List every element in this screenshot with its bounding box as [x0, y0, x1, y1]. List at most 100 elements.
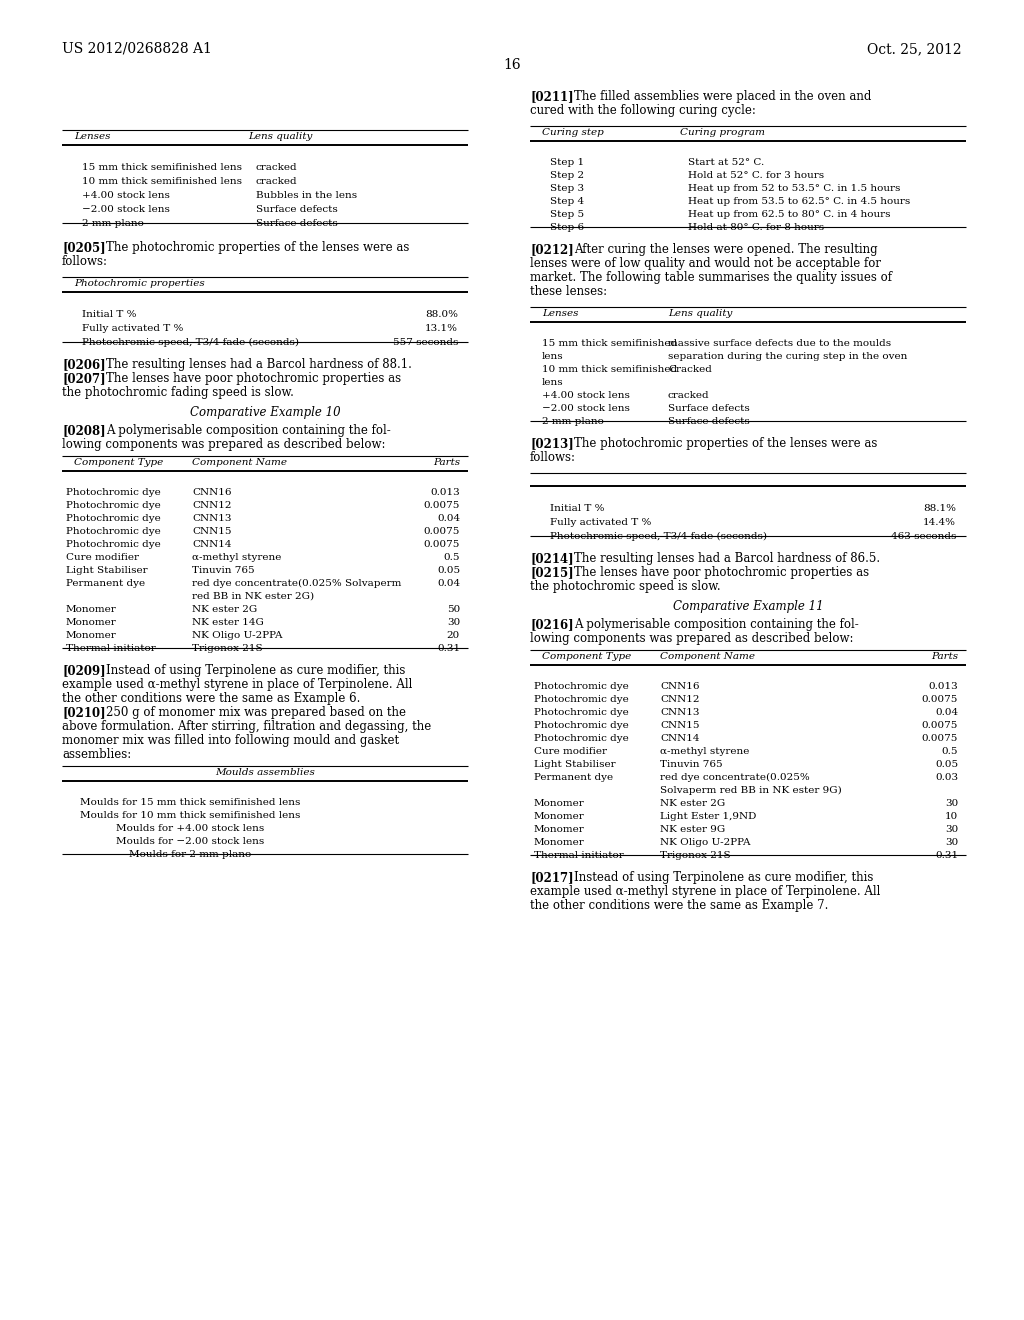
Text: Monomer: Monomer	[534, 838, 585, 847]
Text: Light Stabiliser: Light Stabiliser	[66, 566, 147, 576]
Text: Component Type: Component Type	[542, 652, 631, 661]
Text: 0.5: 0.5	[941, 747, 958, 756]
Text: the photochromic fading speed is slow.: the photochromic fading speed is slow.	[62, 385, 294, 399]
Text: 13.1%: 13.1%	[425, 323, 458, 333]
Text: example used α-methyl styrene in place of Terpinolene. All: example used α-methyl styrene in place o…	[530, 884, 881, 898]
Text: cracked: cracked	[256, 177, 298, 186]
Text: Initial T %: Initial T %	[550, 504, 604, 513]
Text: NK ester 2G: NK ester 2G	[660, 799, 725, 808]
Text: 2 mm plano: 2 mm plano	[542, 417, 604, 426]
Text: above formulation. After stirring, filtration and degassing, the: above formulation. After stirring, filtr…	[62, 719, 431, 733]
Text: assemblies:: assemblies:	[62, 748, 131, 762]
Text: Tinuvin 765: Tinuvin 765	[193, 566, 255, 576]
Text: CNN16: CNN16	[193, 488, 231, 498]
Text: The lenses have poor photochromic properties as: The lenses have poor photochromic proper…	[574, 566, 869, 579]
Text: these lenses:: these lenses:	[530, 285, 607, 298]
Text: 463 seconds: 463 seconds	[891, 532, 956, 541]
Text: Monomer: Monomer	[534, 812, 585, 821]
Text: Photochromic properties: Photochromic properties	[74, 279, 205, 288]
Text: Cure modifier: Cure modifier	[534, 747, 607, 756]
Text: 16: 16	[503, 58, 521, 73]
Text: Component Name: Component Name	[660, 652, 755, 661]
Text: Step 2: Step 2	[550, 172, 584, 180]
Text: Surface defects: Surface defects	[256, 205, 338, 214]
Text: red dye concentrate(0.025%: red dye concentrate(0.025%	[660, 774, 810, 783]
Text: Instead of using Terpinolene as cure modifier, this: Instead of using Terpinolene as cure mod…	[106, 664, 406, 677]
Text: Start at 52° C.: Start at 52° C.	[688, 158, 764, 168]
Text: [0217]: [0217]	[530, 871, 573, 884]
Text: 50: 50	[446, 605, 460, 614]
Text: [0209]: [0209]	[62, 664, 105, 677]
Text: 30: 30	[945, 838, 958, 847]
Text: Heat up from 52 to 53.5° C. in 1.5 hours: Heat up from 52 to 53.5° C. in 1.5 hours	[688, 183, 900, 193]
Text: Instead of using Terpinolene as cure modifier, this: Instead of using Terpinolene as cure mod…	[574, 871, 873, 884]
Text: Heat up from 53.5 to 62.5° C. in 4.5 hours: Heat up from 53.5 to 62.5° C. in 4.5 hou…	[688, 197, 910, 206]
Text: lens: lens	[542, 352, 563, 360]
Text: 0.5: 0.5	[443, 553, 460, 562]
Text: CNN15: CNN15	[193, 527, 231, 536]
Text: CNN12: CNN12	[660, 696, 699, 704]
Text: 0.013: 0.013	[928, 682, 958, 690]
Text: Cure modifier: Cure modifier	[66, 553, 139, 562]
Text: Monomer: Monomer	[534, 825, 585, 834]
Text: The photochromic properties of the lenses were as: The photochromic properties of the lense…	[574, 437, 878, 450]
Text: NK ester 14G: NK ester 14G	[193, 618, 264, 627]
Text: [0212]: [0212]	[530, 243, 573, 256]
Text: The lenses have poor photochromic properties as: The lenses have poor photochromic proper…	[106, 372, 401, 385]
Text: [0206]: [0206]	[62, 358, 105, 371]
Text: Step 4: Step 4	[550, 197, 584, 206]
Text: Cracked: Cracked	[668, 366, 712, 374]
Text: +4.00 stock lens: +4.00 stock lens	[542, 391, 630, 400]
Text: 15 mm thick semifinished: 15 mm thick semifinished	[542, 339, 677, 348]
Text: 88.1%: 88.1%	[923, 504, 956, 513]
Text: Fully activated T %: Fully activated T %	[550, 517, 651, 527]
Text: NK Oligo U-2PPA: NK Oligo U-2PPA	[193, 631, 283, 640]
Text: 0.0075: 0.0075	[922, 696, 958, 704]
Text: US 2012/0268828 A1: US 2012/0268828 A1	[62, 42, 212, 55]
Text: Trigonox 21S: Trigonox 21S	[193, 644, 262, 653]
Text: Permanent dye: Permanent dye	[534, 774, 613, 781]
Text: 30: 30	[945, 825, 958, 834]
Text: Photochromic dye: Photochromic dye	[534, 708, 629, 717]
Text: 0.05: 0.05	[935, 760, 958, 770]
Text: Trigonox 21S: Trigonox 21S	[660, 851, 731, 861]
Text: lens: lens	[542, 378, 563, 387]
Text: Photochromic dye: Photochromic dye	[66, 513, 161, 523]
Text: [0207]: [0207]	[62, 372, 105, 385]
Text: CNN12: CNN12	[193, 502, 231, 510]
Text: [0213]: [0213]	[530, 437, 573, 450]
Text: CNN13: CNN13	[193, 513, 231, 523]
Text: Step 3: Step 3	[550, 183, 584, 193]
Text: 88.0%: 88.0%	[425, 310, 458, 319]
Text: 0.31: 0.31	[935, 851, 958, 861]
Text: Monomer: Monomer	[66, 605, 117, 614]
Text: Component Name: Component Name	[193, 458, 287, 467]
Text: 10: 10	[945, 812, 958, 821]
Text: CNN16: CNN16	[660, 682, 699, 690]
Text: Moulds for +4.00 stock lens: Moulds for +4.00 stock lens	[116, 824, 264, 833]
Text: cured with the following curing cycle:: cured with the following curing cycle:	[530, 104, 756, 117]
Text: 30: 30	[945, 799, 958, 808]
Text: Oct. 25, 2012: Oct. 25, 2012	[867, 42, 962, 55]
Text: [0215]: [0215]	[530, 566, 573, 579]
Text: Monomer: Monomer	[66, 631, 117, 640]
Text: 0.013: 0.013	[430, 488, 460, 498]
Text: Moulds for −2.00 stock lens: Moulds for −2.00 stock lens	[116, 837, 264, 846]
Text: α-methyl styrene: α-methyl styrene	[660, 747, 750, 756]
Text: red dye concentrate(0.025% Solvaperm: red dye concentrate(0.025% Solvaperm	[193, 579, 401, 589]
Text: Photochromic dye: Photochromic dye	[534, 734, 629, 743]
Text: 250 g of monomer mix was prepared based on the: 250 g of monomer mix was prepared based …	[106, 706, 406, 719]
Text: Hold at 52° C. for 3 hours: Hold at 52° C. for 3 hours	[688, 172, 824, 180]
Text: Hold at 80° C. for 8 hours: Hold at 80° C. for 8 hours	[688, 223, 824, 232]
Text: The resulting lenses had a Barcol hardness of 88.1.: The resulting lenses had a Barcol hardne…	[106, 358, 412, 371]
Text: A polymerisable composition containing the fol-: A polymerisable composition containing t…	[106, 424, 391, 437]
Text: 0.0075: 0.0075	[424, 502, 460, 510]
Text: Step 5: Step 5	[550, 210, 584, 219]
Text: Surface defects: Surface defects	[668, 404, 750, 413]
Text: Moulds for 2 mm plano: Moulds for 2 mm plano	[129, 850, 251, 859]
Text: Light Ester 1,9ND: Light Ester 1,9ND	[660, 812, 757, 821]
Text: Monomer: Monomer	[66, 618, 117, 627]
Text: Photochromic dye: Photochromic dye	[534, 696, 629, 704]
Text: Parts: Parts	[433, 458, 460, 467]
Text: [0208]: [0208]	[62, 424, 105, 437]
